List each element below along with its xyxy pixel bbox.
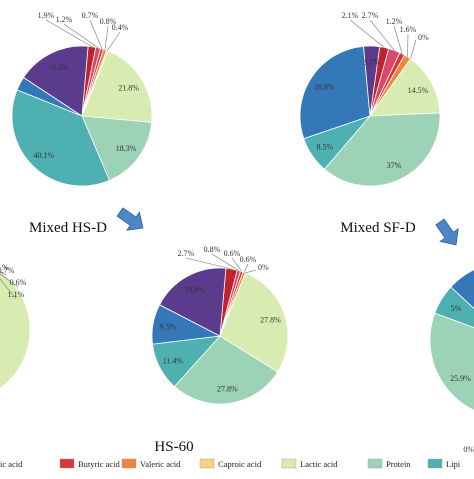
slice-label: 0.6%: [10, 278, 27, 287]
slice-label: 2.7%: [362, 11, 379, 20]
legend-label: Caproic acid: [218, 459, 262, 469]
legend-swatch: [368, 459, 382, 468]
slice-label: 3.7%: [363, 57, 380, 66]
legend-label: Protein: [386, 459, 411, 469]
slice-label: 1.9%: [38, 11, 55, 20]
legend-label: Butyric acid: [78, 459, 121, 469]
legend-label: ic acid: [0, 459, 23, 469]
slice-label: 0.6%: [240, 255, 257, 264]
slice-label: 8.5%: [316, 143, 333, 152]
leader-line: [107, 32, 120, 51]
title-mixed-sf-d: Mixed SF-D: [340, 220, 416, 236]
legend-swatch: [200, 459, 214, 468]
arrow-down-right-icon: [114, 203, 150, 237]
slice-label: 21.8%: [118, 84, 139, 93]
leader-line: [245, 270, 256, 273]
title-mixed-hs-d: Mixed HS-D: [29, 220, 107, 236]
slice-label: 25.9%: [450, 374, 471, 383]
slice-label: 18.8%: [184, 286, 205, 295]
slice-label: 9.5%: [159, 323, 176, 332]
legend-swatch: [60, 459, 74, 468]
stray-zero-label: 0%: [463, 445, 474, 454]
legend-label: Valeric acid: [140, 459, 181, 469]
leader-line: [105, 26, 108, 50]
slice-label: 0.4%: [112, 23, 129, 32]
legend-swatch: [428, 459, 442, 468]
slice-label: 18.3%: [48, 63, 69, 72]
slice-label: 1.6%: [400, 25, 417, 34]
slice-label: 2.1%: [342, 11, 359, 20]
legend-label: Lipi: [446, 459, 461, 469]
slice-label: 18.3%: [116, 144, 137, 153]
pie-slice-protein: [430, 313, 474, 418]
slice-label: 5%: [451, 304, 462, 313]
slice-label: 2.7%: [178, 249, 195, 258]
leader-line: [46, 20, 92, 47]
leader-line: [186, 258, 232, 269]
legend-label: Lactic acid: [300, 459, 338, 469]
legend-swatch: [282, 459, 296, 468]
slice-label: 37%: [387, 161, 402, 170]
leader-line: [244, 264, 248, 272]
slice-label: 0.6%: [224, 249, 241, 258]
slice-label: 28.8%: [314, 82, 335, 91]
legend-swatch: [122, 459, 136, 468]
slice-label-partial: %: [2, 263, 9, 272]
slice-label: 0.7%: [82, 11, 99, 20]
leader-line: [350, 20, 384, 47]
slice-label: 1.1%: [8, 290, 25, 299]
slice-label: 14.5%: [408, 86, 429, 95]
title-hs-60: HS-60: [154, 439, 193, 455]
slice-label: 0%: [418, 33, 429, 42]
slice-label: 1.2%: [56, 15, 73, 24]
slice-label: 27.8%: [260, 316, 281, 325]
slice-label: 40.1%: [33, 151, 54, 160]
slice-label: 27.8%: [217, 385, 238, 394]
slice-label: 11.4%: [163, 356, 184, 365]
slice-label: 0.8%: [204, 245, 221, 254]
leader-line: [410, 40, 416, 59]
slice-label: 0%: [258, 263, 269, 272]
legend: ic acid Butyric acid Valeric acid Caproic a…: [0, 459, 461, 469]
arrow-down-right-icon: [431, 216, 465, 252]
